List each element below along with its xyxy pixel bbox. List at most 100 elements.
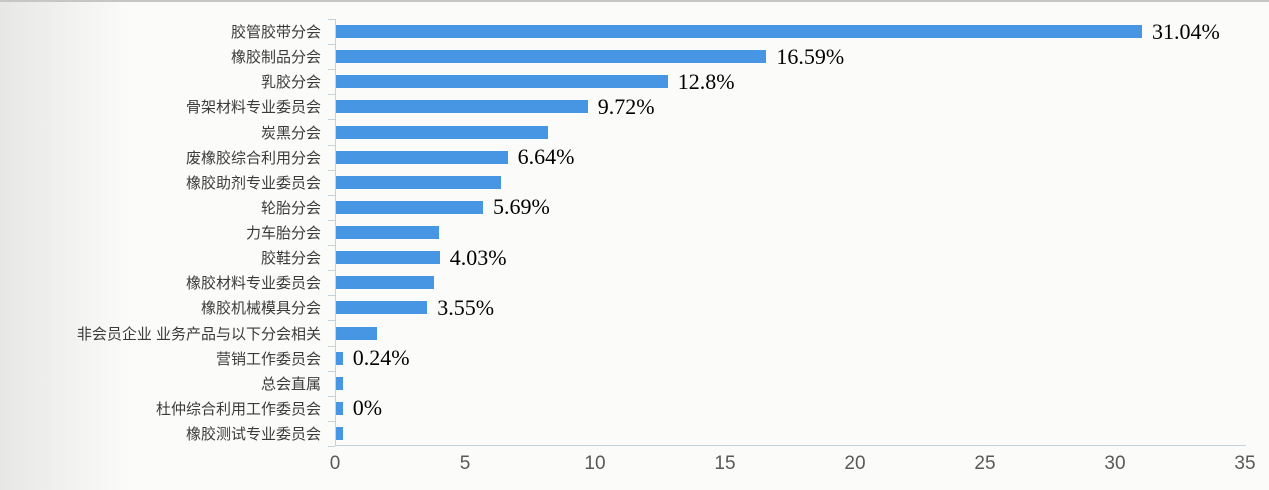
category-tick-mark bbox=[328, 19, 335, 20]
plot-cell: 12.8% bbox=[335, 69, 1245, 94]
category-label: 总会直属 bbox=[260, 375, 321, 393]
category-label: 橡胶材料专业委员会 bbox=[185, 275, 321, 293]
plot-cell: 0.24% bbox=[335, 346, 1245, 371]
category-label: 橡胶机械模具分会 bbox=[200, 300, 321, 318]
data-label: 12.8% bbox=[677, 68, 735, 94]
chart-row: 乳胶分会 12.8% bbox=[0, 69, 1245, 94]
chart-row: 轮胎分会 5.69% bbox=[0, 195, 1245, 220]
category-tick-mark bbox=[328, 119, 335, 121]
category-label: 胶鞋分会 bbox=[260, 250, 321, 268]
category-label: 骨架材料专业委员会 bbox=[185, 99, 321, 117]
x-axis-tick-label: 25 bbox=[974, 453, 996, 474]
bar bbox=[335, 326, 377, 340]
data-label: 31.04% bbox=[1152, 18, 1220, 44]
category-label: 轮胎分会 bbox=[260, 199, 321, 217]
data-label: 6.64% bbox=[517, 144, 575, 170]
bar bbox=[335, 427, 343, 441]
x-axis-tick-label: 0 bbox=[329, 453, 341, 474]
chart-row: 杜仲综合利用工作委员会 0% bbox=[0, 396, 1245, 421]
chart-row: 炭黑分会 bbox=[0, 120, 1245, 145]
category-tick-mark bbox=[328, 446, 335, 447]
x-axis-tick-label: 15 bbox=[714, 453, 736, 474]
plot-cell bbox=[335, 421, 1245, 446]
chart-row: 胶管胶带分会 31.04% bbox=[0, 19, 1245, 44]
plot-cell bbox=[335, 120, 1245, 145]
chart-row: 橡胶材料专业委员会 bbox=[0, 270, 1245, 295]
x-axis-tick-label: 20 bbox=[844, 453, 866, 474]
bar bbox=[335, 251, 440, 265]
plot-cell: 4.03% bbox=[335, 245, 1245, 270]
chart-row: 营销工作委员会 0.24% bbox=[0, 346, 1245, 371]
bar bbox=[335, 226, 439, 240]
category-tick-mark bbox=[328, 194, 335, 196]
plot-cell bbox=[335, 371, 1245, 396]
category-label: 杜仲综合利用工作委员会 bbox=[155, 400, 321, 418]
bar bbox=[335, 175, 502, 189]
category-tick-mark bbox=[328, 295, 335, 297]
data-label: 3.55% bbox=[437, 294, 495, 320]
category-tick-mark bbox=[328, 320, 335, 322]
category-label: 胶管胶带分会 bbox=[230, 24, 321, 42]
value-axis-line bbox=[335, 445, 1246, 446]
bar bbox=[335, 276, 434, 290]
category-tick-mark bbox=[328, 94, 335, 96]
category-label: 炭黑分会 bbox=[260, 124, 321, 142]
plot-cell: 5.69% bbox=[335, 195, 1245, 220]
plot-cell: 9.72% bbox=[335, 94, 1245, 119]
category-tick-mark bbox=[328, 420, 335, 422]
plot-cell: 6.64% bbox=[335, 145, 1245, 170]
category-label: 橡胶测试专业委员会 bbox=[185, 426, 321, 444]
category-label: 废橡胶综合利用分会 bbox=[185, 149, 321, 167]
category-tick-mark bbox=[328, 245, 335, 247]
x-axis-tick-label: 35 bbox=[1234, 453, 1256, 474]
plot-cell bbox=[335, 220, 1245, 245]
plot-cell: 16.59% bbox=[335, 44, 1245, 69]
bar bbox=[335, 125, 549, 139]
plot-cell: 31.04% bbox=[335, 19, 1245, 44]
category-label: 营销工作委员会 bbox=[215, 350, 321, 368]
bar bbox=[335, 50, 767, 64]
chart-row: 橡胶机械模具分会 3.55% bbox=[0, 295, 1245, 320]
chart-row: 橡胶助剂专业委员会 bbox=[0, 170, 1245, 195]
bar bbox=[335, 376, 343, 390]
data-label: 0% bbox=[352, 395, 383, 421]
plot-cell bbox=[335, 170, 1245, 195]
category-tick-mark bbox=[328, 219, 335, 221]
chart-row: 力车胎分会 bbox=[0, 220, 1245, 245]
chart-row: 总会直属 bbox=[0, 371, 1245, 396]
bar bbox=[335, 401, 343, 415]
bar bbox=[335, 301, 428, 315]
chart-row: 橡胶测试专业委员会 bbox=[0, 421, 1245, 446]
bar bbox=[335, 25, 1143, 39]
category-axis-line bbox=[335, 19, 336, 446]
category-tick-mark bbox=[328, 69, 335, 71]
category-tick-mark bbox=[328, 270, 335, 272]
bar bbox=[335, 75, 668, 89]
plot-cell: 0% bbox=[335, 396, 1245, 421]
chart-row: 橡胶制品分会 16.59% bbox=[0, 44, 1245, 69]
plot-cell bbox=[335, 270, 1245, 295]
data-label: 9.72% bbox=[597, 93, 655, 119]
x-axis-tick-label: 5 bbox=[459, 453, 471, 474]
chart-row: 废橡胶综合利用分会 6.64% bbox=[0, 145, 1245, 170]
category-label: 乳胶分会 bbox=[260, 74, 321, 92]
chart-row: 非会员企业 业务产品与以下分会相关 bbox=[0, 321, 1245, 346]
category-label: 橡胶助剂专业委员会 bbox=[185, 174, 321, 192]
category-tick-mark bbox=[328, 44, 335, 46]
category-tick-mark bbox=[328, 395, 335, 397]
bar bbox=[335, 200, 483, 214]
category-label: 橡胶制品分会 bbox=[230, 49, 321, 67]
category-label: 力车胎分会 bbox=[245, 225, 321, 243]
chart-row: 骨架材料专业委员会 9.72% bbox=[0, 94, 1245, 119]
category-tick-mark bbox=[328, 169, 335, 171]
bar bbox=[335, 150, 508, 164]
bar bbox=[335, 351, 343, 365]
chart-rows: 胶管胶带分会 31.04% 橡胶制品分会 16.59% 乳胶分会 12.8% 骨架材料专业委… bbox=[0, 19, 1245, 446]
chart-row: 胶鞋分会 4.03% bbox=[0, 245, 1245, 270]
plot-cell bbox=[335, 321, 1245, 346]
plot-cell: 3.55% bbox=[335, 295, 1245, 320]
category-tick-mark bbox=[328, 370, 335, 372]
bar bbox=[335, 100, 588, 114]
